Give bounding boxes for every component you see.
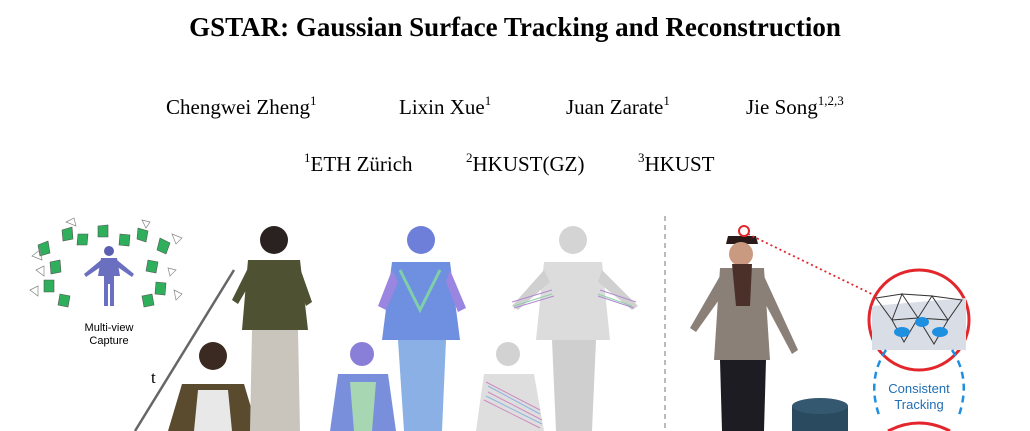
person-photo-right (690, 236, 798, 431)
affiliation-1: 1ETH Zürich (304, 150, 413, 177)
author-affiliation-mark: 1 (663, 93, 670, 108)
affiliation-mark: 1 (304, 150, 311, 165)
camera-rig-icon (29, 217, 183, 308)
affiliation-mark: 3 (638, 150, 645, 165)
author-1: Chengwei Zheng1 (166, 93, 317, 120)
teaser-figure: Multi-view Capture t (0, 210, 1030, 431)
mesh-render-back (511, 226, 638, 431)
author-affiliation-mark: 1,2,3 (817, 93, 844, 108)
tracking-arc-left (873, 349, 888, 419)
person-silhouette-icon (84, 246, 134, 306)
affiliation-mark: 2 (466, 150, 473, 165)
author-affiliation-mark: 1 (484, 93, 492, 108)
affiliation-name: ETH Zürich (310, 152, 413, 176)
author-2: Lixin Xue1 (399, 93, 491, 120)
author-3: Juan Zarate1 (566, 93, 670, 120)
affiliation-name: HKUST(GZ) (472, 152, 585, 176)
author-list: Chengwei Zheng1 Lixin Xue1 Juan Zarate1 … (0, 93, 1030, 123)
tracking-label-line2: Tracking (894, 397, 943, 412)
author-name: Juan Zarate (566, 95, 664, 119)
zoom-inset (867, 268, 971, 372)
mesh-render-front (476, 342, 544, 431)
capture-label-line2: Capture (89, 335, 128, 347)
affiliation-list: 1ETH Zürich 2HKUST(GZ) 3HKUST (0, 150, 1030, 180)
normal-render-back (378, 226, 466, 431)
author-4: Jie Song1,2,3 (746, 93, 844, 120)
affiliation-name: HKUST (644, 152, 715, 176)
zoom-inset-second (887, 421, 951, 431)
capture-label-line1: Multi-view (85, 322, 134, 334)
affiliation-3: 3HKUST (638, 150, 715, 177)
author-name: Lixin Xue (399, 95, 485, 119)
teaser-figure-graphic: Multi-view Capture t (29, 216, 971, 431)
highlight-marker (738, 225, 750, 237)
person-photo-front (168, 342, 258, 431)
time-axis-line (133, 269, 236, 431)
normal-render-front (330, 342, 396, 431)
stool-object (792, 398, 848, 431)
author-name: Jie Song (746, 95, 818, 119)
tracking-label-line1: Consistent (888, 381, 950, 396)
author-affiliation-mark: 1 (310, 93, 317, 108)
time-label: t (151, 368, 156, 387)
person-photo-back (232, 226, 312, 431)
tracking-arc-right (950, 349, 965, 419)
paper-title: GSTAR: Gaussian Surface Tracking and Rec… (189, 12, 841, 42)
affiliation-2: 2HKUST(GZ) (466, 150, 584, 177)
author-name: Chengwei Zheng (166, 95, 311, 119)
